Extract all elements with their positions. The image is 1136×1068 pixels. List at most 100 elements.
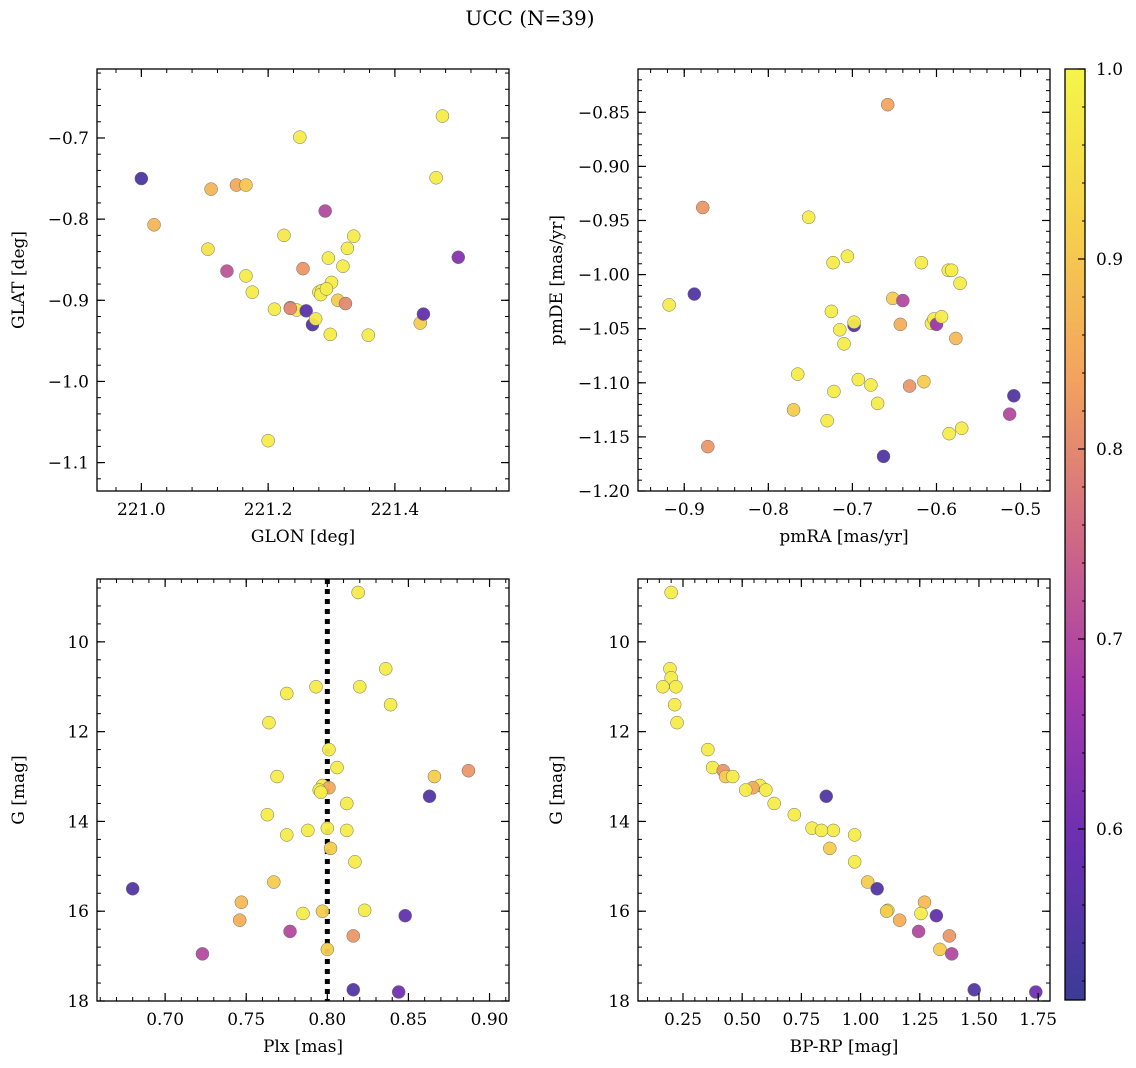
- scatter-point: [201, 242, 215, 256]
- scatter-point: [826, 823, 841, 838]
- scatter-point: [949, 331, 963, 346]
- y-tick-label: −0.8: [48, 210, 89, 230]
- scatter-point: [840, 249, 855, 263]
- x-tick-label: 0.25: [664, 1010, 702, 1030]
- scatter-point: [314, 785, 328, 799]
- y-tick-label: 10: [608, 633, 630, 653]
- scatter-point: [656, 679, 670, 694]
- y-tick-label: −1.10: [578, 374, 630, 394]
- scatter-point: [864, 378, 878, 392]
- scatter-point: [461, 763, 476, 778]
- scatter-point: [847, 315, 861, 329]
- y-tick-label: 18: [67, 992, 89, 1012]
- scatter-point: [296, 261, 310, 276]
- scatter-point: [1007, 389, 1021, 403]
- y-tick-label: −1.0: [48, 372, 89, 392]
- scatter-point: [942, 929, 957, 943]
- scatter-point: [340, 796, 354, 811]
- x-tick-label: 1.25: [901, 1010, 939, 1030]
- subplot-4: 0.25 0.50 0.75 1.00 1.25 1.50 1.75 10 12 14 16 18 BP…: [547, 578, 1057, 1057]
- scatter-point: [917, 374, 931, 389]
- scatter-point: [280, 686, 294, 701]
- scatter-point: [239, 269, 253, 283]
- colorbar: 0.6 0.7 0.8 0.9 1.0: [1064, 60, 1123, 1001]
- y-tick-label: −1.15: [578, 428, 630, 448]
- scatter-point: [234, 895, 249, 909]
- y-tick-label: −0.95: [578, 211, 630, 231]
- scatter-point: [315, 904, 330, 918]
- scatter-point: [357, 903, 372, 918]
- axes-frame: [96, 68, 510, 492]
- scatter-point: [346, 929, 361, 943]
- y-axis-title: G [mag]: [547, 755, 567, 824]
- scatter-point: [953, 276, 967, 290]
- scatter-point: [819, 789, 833, 804]
- scatter-point: [320, 821, 335, 835]
- x-tick-label: 0.50: [723, 1010, 761, 1030]
- scatter-point: [239, 178, 253, 192]
- x-tick-label: 0.90: [471, 1010, 509, 1030]
- scatter-point: [767, 796, 781, 811]
- y-tick-label: 12: [67, 723, 89, 743]
- scatter-point: [346, 983, 361, 997]
- x-tick-label: 221.4: [371, 500, 420, 520]
- figure-title: UCC (N=39): [465, 6, 595, 30]
- scatter-point: [330, 760, 344, 775]
- scatter-point: [340, 241, 355, 256]
- scatter-point: [398, 908, 412, 923]
- x-tick-label: 1.50: [960, 1010, 998, 1030]
- scatter-point: [267, 875, 281, 889]
- scatter-point: [451, 250, 466, 265]
- scatter-point: [293, 130, 307, 144]
- scatter-point: [914, 906, 928, 921]
- scatter-point: [823, 841, 837, 856]
- y-tick-label: 16: [608, 902, 630, 922]
- scatter-point: [309, 679, 323, 694]
- y-tick-label: 10: [67, 633, 89, 653]
- x-tick-label: 0.80: [308, 1010, 346, 1030]
- scatter-point: [262, 715, 276, 730]
- y-tick-label: −0.90: [578, 157, 630, 177]
- scatter-point: [826, 255, 840, 270]
- scatter-point: [870, 882, 884, 896]
- scatter-point: [277, 228, 291, 243]
- scatter-point: [296, 906, 310, 921]
- scatter-point: [833, 323, 847, 337]
- scatter-point: [422, 789, 437, 804]
- scatter-point: [283, 924, 297, 939]
- scatter-point: [351, 585, 365, 600]
- scatter-point: [725, 769, 740, 784]
- scatter-point: [429, 170, 443, 185]
- scatter-point: [893, 317, 908, 332]
- x-tick-label: −0.9: [664, 500, 705, 520]
- scatter-point: [662, 298, 676, 312]
- scatter-point: [416, 307, 431, 321]
- scatter-point: [911, 924, 926, 939]
- scatter-point: [879, 904, 894, 918]
- x-tick-label: 0.75: [782, 1010, 820, 1030]
- y-tick-label: −0.9: [48, 291, 89, 311]
- scatter-point: [260, 807, 275, 822]
- y-tick-label: −1.05: [578, 320, 630, 340]
- scatter-point: [847, 855, 862, 869]
- scatter-point: [824, 304, 839, 319]
- scatter-point: [134, 171, 149, 186]
- scatter-point: [870, 396, 885, 411]
- scatter-point: [321, 251, 336, 265]
- scatter-point: [687, 287, 702, 301]
- x-tick-label: 0.75: [227, 1010, 265, 1030]
- scatter-point: [669, 679, 683, 694]
- scatter-point: [902, 379, 917, 393]
- scatter-point: [787, 807, 802, 822]
- x-tick-label: −0.8: [748, 500, 789, 520]
- scatter-point: [814, 823, 829, 838]
- y-tick-label: 14: [67, 812, 89, 832]
- x-tick-label: 0.85: [390, 1010, 428, 1030]
- scatter-point: [283, 301, 298, 316]
- y-axis-title: pmDE [mas/yr]: [547, 215, 567, 345]
- scatter-point: [942, 426, 956, 441]
- scatter-point: [383, 697, 398, 712]
- x-axis-title: pmRA [mas/yr]: [779, 527, 908, 547]
- scatter-point: [827, 384, 841, 399]
